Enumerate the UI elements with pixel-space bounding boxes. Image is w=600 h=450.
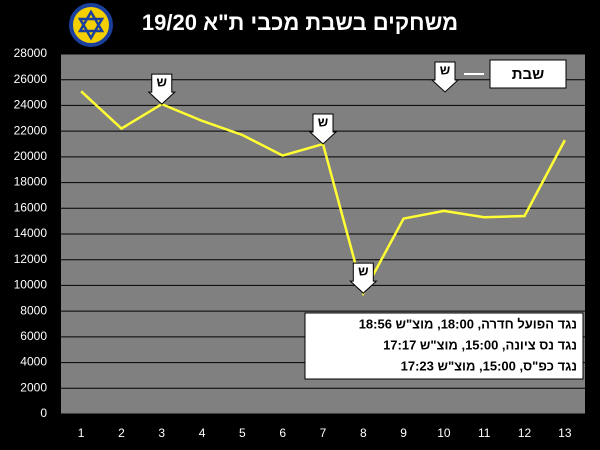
x-tick-label: 2 bbox=[118, 426, 125, 440]
x-tick-label: 9 bbox=[400, 426, 407, 440]
y-tick-label: 8000 bbox=[20, 303, 47, 317]
legend-symbol-label: ש bbox=[440, 62, 450, 77]
x-tick-label: 11 bbox=[478, 426, 491, 440]
x-tick-label: 5 bbox=[239, 426, 246, 440]
y-tick-label: 0 bbox=[40, 406, 47, 420]
y-tick-label: 12000 bbox=[14, 252, 48, 266]
y-tick-label: 28000 bbox=[14, 46, 48, 60]
y-tick-label: 16000 bbox=[14, 200, 48, 214]
y-tick-label: 6000 bbox=[20, 329, 47, 343]
note-line: נגד נס ציונה, 15:00, מוצ"ש 17:17 bbox=[383, 337, 577, 352]
notes-box bbox=[304, 312, 584, 380]
logo bbox=[69, 3, 113, 47]
x-tick-label: 1 bbox=[78, 426, 85, 440]
shabbat-marker-label: ש bbox=[358, 264, 368, 279]
x-tick-label: 3 bbox=[158, 426, 165, 440]
x-tick-label: 7 bbox=[320, 426, 327, 440]
shabbat-marker bbox=[349, 262, 378, 294]
note-line: נגד כפ"ס, 15:00, מוצ"ש 17:23 bbox=[401, 358, 577, 373]
shabbat-marker-label: ש bbox=[318, 114, 328, 129]
y-tick-label: 4000 bbox=[20, 355, 47, 369]
chart-title: משחקים בשבת מכבי ת"א 19/20 bbox=[142, 10, 458, 35]
legend-label: שבת bbox=[512, 66, 544, 83]
x-tick-label: 13 bbox=[558, 426, 572, 440]
shabbat-marker bbox=[308, 113, 338, 145]
legend-box bbox=[489, 59, 567, 89]
y-tick-label: 2000 bbox=[20, 380, 47, 394]
y-tick-label: 20000 bbox=[14, 149, 48, 163]
x-tick-label: 8 bbox=[360, 426, 367, 440]
y-tick-label: 22000 bbox=[14, 123, 48, 137]
shabbat-marker-label: ש bbox=[157, 75, 167, 90]
y-tick-label: 18000 bbox=[14, 175, 48, 189]
note-line: נגד הפועל חדרה, 18:00, מוצ"ש 18:56 bbox=[359, 316, 577, 331]
x-tick-label: 12 bbox=[518, 426, 532, 440]
y-tick-label: 10000 bbox=[14, 278, 48, 292]
y-tick-label: 14000 bbox=[14, 226, 48, 240]
legend-symbol bbox=[430, 61, 460, 93]
y-tick-label: 26000 bbox=[14, 72, 48, 86]
x-tick-label: 4 bbox=[199, 426, 206, 440]
x-tick-label: 10 bbox=[437, 426, 451, 440]
y-tick-label: 24000 bbox=[14, 98, 48, 112]
shabbat-marker bbox=[147, 73, 177, 105]
x-tick-label: 6 bbox=[279, 426, 286, 440]
